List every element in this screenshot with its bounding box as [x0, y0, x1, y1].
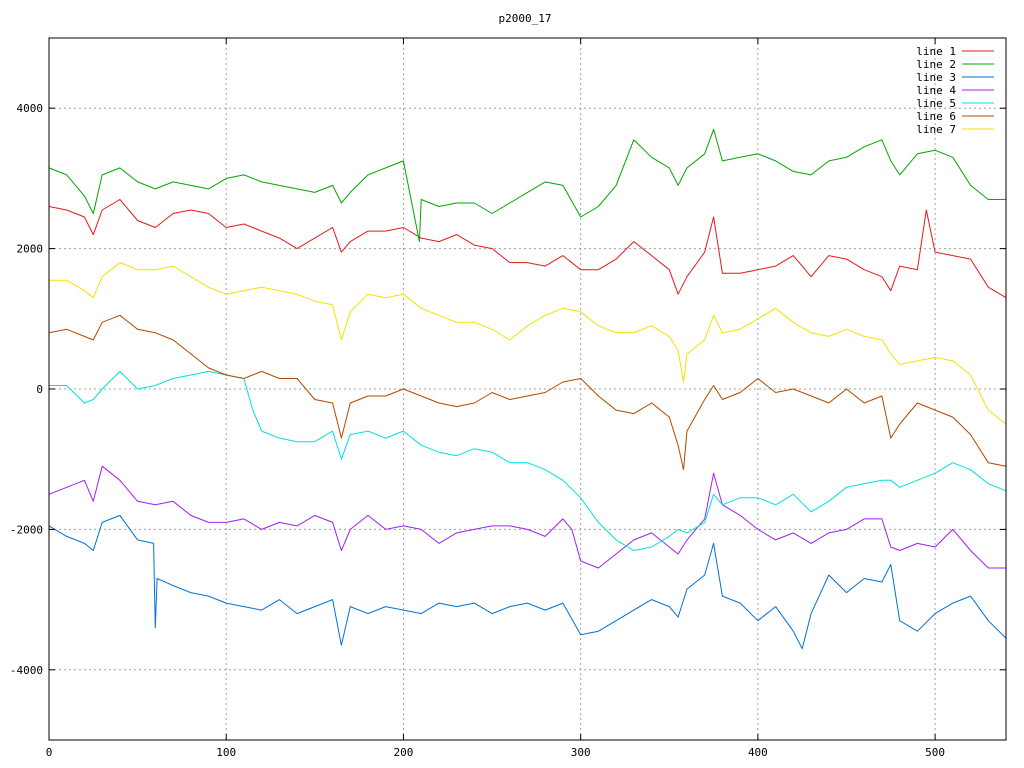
legend-label-5: line 5 [916, 97, 956, 110]
grid-lines [49, 38, 1006, 740]
x-tick-label: 200 [394, 746, 414, 759]
x-tick-label: 100 [216, 746, 236, 759]
series-line-6 [48, 314, 1007, 471]
series-line-7 [49, 262, 1007, 425]
legend-label-1: line 1 [916, 45, 956, 58]
x-tick-label: 300 [571, 746, 591, 759]
y-tick-label: 2000 [17, 243, 44, 256]
series-line-2 [48, 128, 1006, 243]
axis-ticks: 0 100 200 300 400 500 -4000 -2000 0 2000 4000 [10, 38, 1006, 759]
series-line-4 [48, 465, 1006, 569]
series-line-3 [48, 514, 1007, 650]
y-tick-label: -4000 [10, 664, 43, 677]
y-tick-label: 4000 [17, 102, 44, 115]
chart-title: p2000_17 [499, 12, 552, 25]
x-tick-label: 400 [748, 746, 768, 759]
y-tick-label: -2000 [10, 523, 43, 536]
legend-label-3: line 3 [916, 71, 956, 84]
y-tick-label: 0 [36, 383, 43, 396]
legend-label-6: line 6 [916, 110, 956, 123]
legend-label-2: line 2 [916, 58, 956, 71]
x-tick-label: 0 [46, 746, 53, 759]
legend-label-7: line 7 [916, 123, 956, 136]
series-line-5 [49, 370, 1007, 551]
series-group [48, 128, 1007, 650]
legend-label-4: line 4 [916, 84, 956, 97]
x-tick-label: 500 [925, 746, 945, 759]
series-line-1 [48, 199, 1007, 299]
